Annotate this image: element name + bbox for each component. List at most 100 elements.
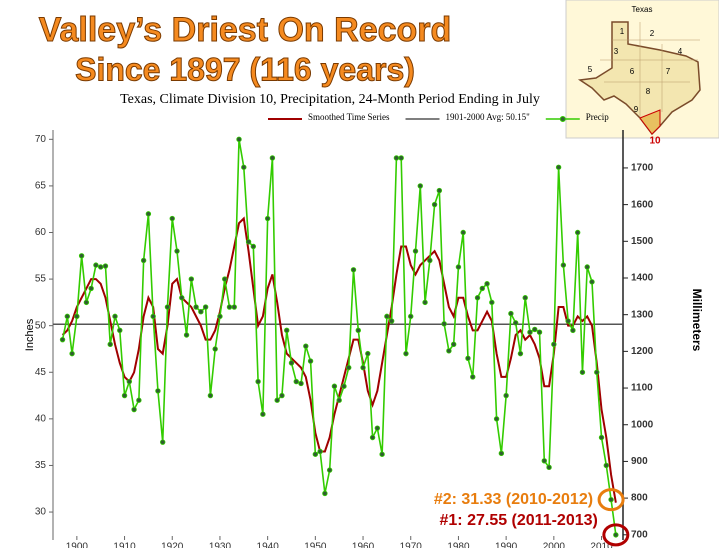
x-tick-label: 1950	[304, 542, 327, 548]
x-tick-label: 1960	[352, 542, 375, 548]
inset-division-label: 1	[620, 27, 625, 36]
x-tick-label: 2000	[543, 542, 566, 548]
data-point	[436, 187, 443, 194]
data-point	[288, 360, 295, 366]
inset-division-label: 7	[666, 67, 671, 76]
y2-axis-label: Millimeters	[690, 289, 704, 352]
data-point	[83, 299, 90, 306]
division-borders	[600, 22, 700, 120]
legend: Smoothed Time Series 1901-2000 Avg: 50.15…	[268, 112, 609, 122]
data-point	[102, 263, 109, 269]
data-point	[212, 346, 218, 352]
y-tick-label: 50	[35, 320, 47, 331]
data-point	[193, 304, 199, 310]
data-point	[532, 326, 538, 333]
y2-tick-label: 1500	[631, 236, 654, 247]
y2-tick-label: 1600	[631, 199, 654, 210]
data-point	[269, 155, 276, 161]
x-tick-label: 2010	[590, 542, 613, 548]
data-point	[574, 229, 581, 236]
data-point	[131, 406, 137, 413]
data-point	[260, 411, 266, 417]
data-point	[326, 467, 333, 473]
inset-map: Texas 10	[565, 0, 719, 147]
division-10	[639, 109, 661, 135]
y2-tick-label: 800	[631, 493, 648, 504]
inset-highlight-label: 10	[649, 136, 661, 147]
data-point	[374, 425, 381, 431]
data-point	[598, 434, 605, 441]
data-point	[69, 350, 75, 357]
inset-division-label: 6	[630, 67, 635, 76]
data-point	[59, 336, 66, 343]
data-point	[479, 285, 485, 292]
data-point	[555, 164, 562, 170]
y2-tick-label: 1000	[631, 419, 654, 430]
data-point	[312, 451, 319, 457]
data-point	[250, 243, 257, 250]
data-point	[341, 383, 347, 389]
inset-division-label: 3	[614, 47, 619, 56]
data-point	[241, 164, 247, 170]
data-point	[346, 364, 352, 371]
data-point	[222, 276, 228, 282]
data-point	[264, 215, 271, 222]
y-tick-label: 60	[35, 227, 47, 238]
data-point	[303, 343, 309, 349]
data-point	[207, 392, 214, 399]
data-point	[236, 136, 242, 143]
data-point	[331, 383, 338, 389]
y-tick-label: 70	[35, 134, 47, 145]
legend-label: Smoothed Time Series	[308, 112, 390, 122]
data-point	[88, 285, 94, 292]
annotation-text: #2: 31.33 (2010-2012)	[434, 491, 593, 508]
x-tick-label: 1940	[257, 542, 280, 548]
inset-division-label: 9	[634, 105, 639, 114]
data-point	[93, 262, 99, 268]
data-point	[107, 341, 113, 348]
data-point	[174, 248, 180, 254]
y2-tick-label: 1200	[631, 346, 654, 357]
data-point	[460, 229, 466, 236]
data-point	[427, 257, 433, 264]
data-point	[169, 215, 175, 222]
data-point	[608, 496, 614, 503]
data-point	[140, 257, 147, 264]
data-point	[360, 364, 366, 371]
data-point	[179, 295, 185, 301]
data-point	[398, 155, 404, 161]
data-point	[226, 304, 233, 310]
data-point	[408, 313, 414, 320]
data-point	[512, 320, 519, 326]
data-point	[594, 369, 600, 375]
x-tick-label: 1930	[209, 542, 232, 548]
data-point	[522, 295, 528, 301]
data-point	[431, 201, 438, 208]
data-point	[245, 239, 252, 245]
data-point	[417, 183, 423, 189]
y2-tick-label: 1400	[631, 273, 654, 284]
data-point	[78, 253, 85, 259]
data-point	[546, 464, 552, 471]
x-tick-label: 1900	[66, 542, 89, 548]
data-point	[508, 310, 514, 317]
data-point	[126, 378, 133, 385]
data-point	[121, 392, 128, 399]
x-tick-label: 1970	[400, 542, 423, 548]
data-point	[198, 309, 204, 315]
data-point	[145, 211, 152, 217]
data-point	[455, 264, 462, 270]
inset-division-label: 8	[646, 87, 651, 96]
data-point	[565, 318, 571, 324]
series-line	[61, 216, 617, 503]
data-point	[493, 416, 500, 422]
data-point	[112, 313, 118, 320]
y2-tick-label: 700	[631, 529, 648, 540]
data-point	[484, 281, 490, 287]
inset-division-label: 4	[678, 47, 683, 56]
data-point	[384, 313, 390, 320]
x-tick-label: 1980	[447, 542, 470, 548]
data-point	[498, 450, 505, 457]
data-point	[255, 378, 261, 385]
